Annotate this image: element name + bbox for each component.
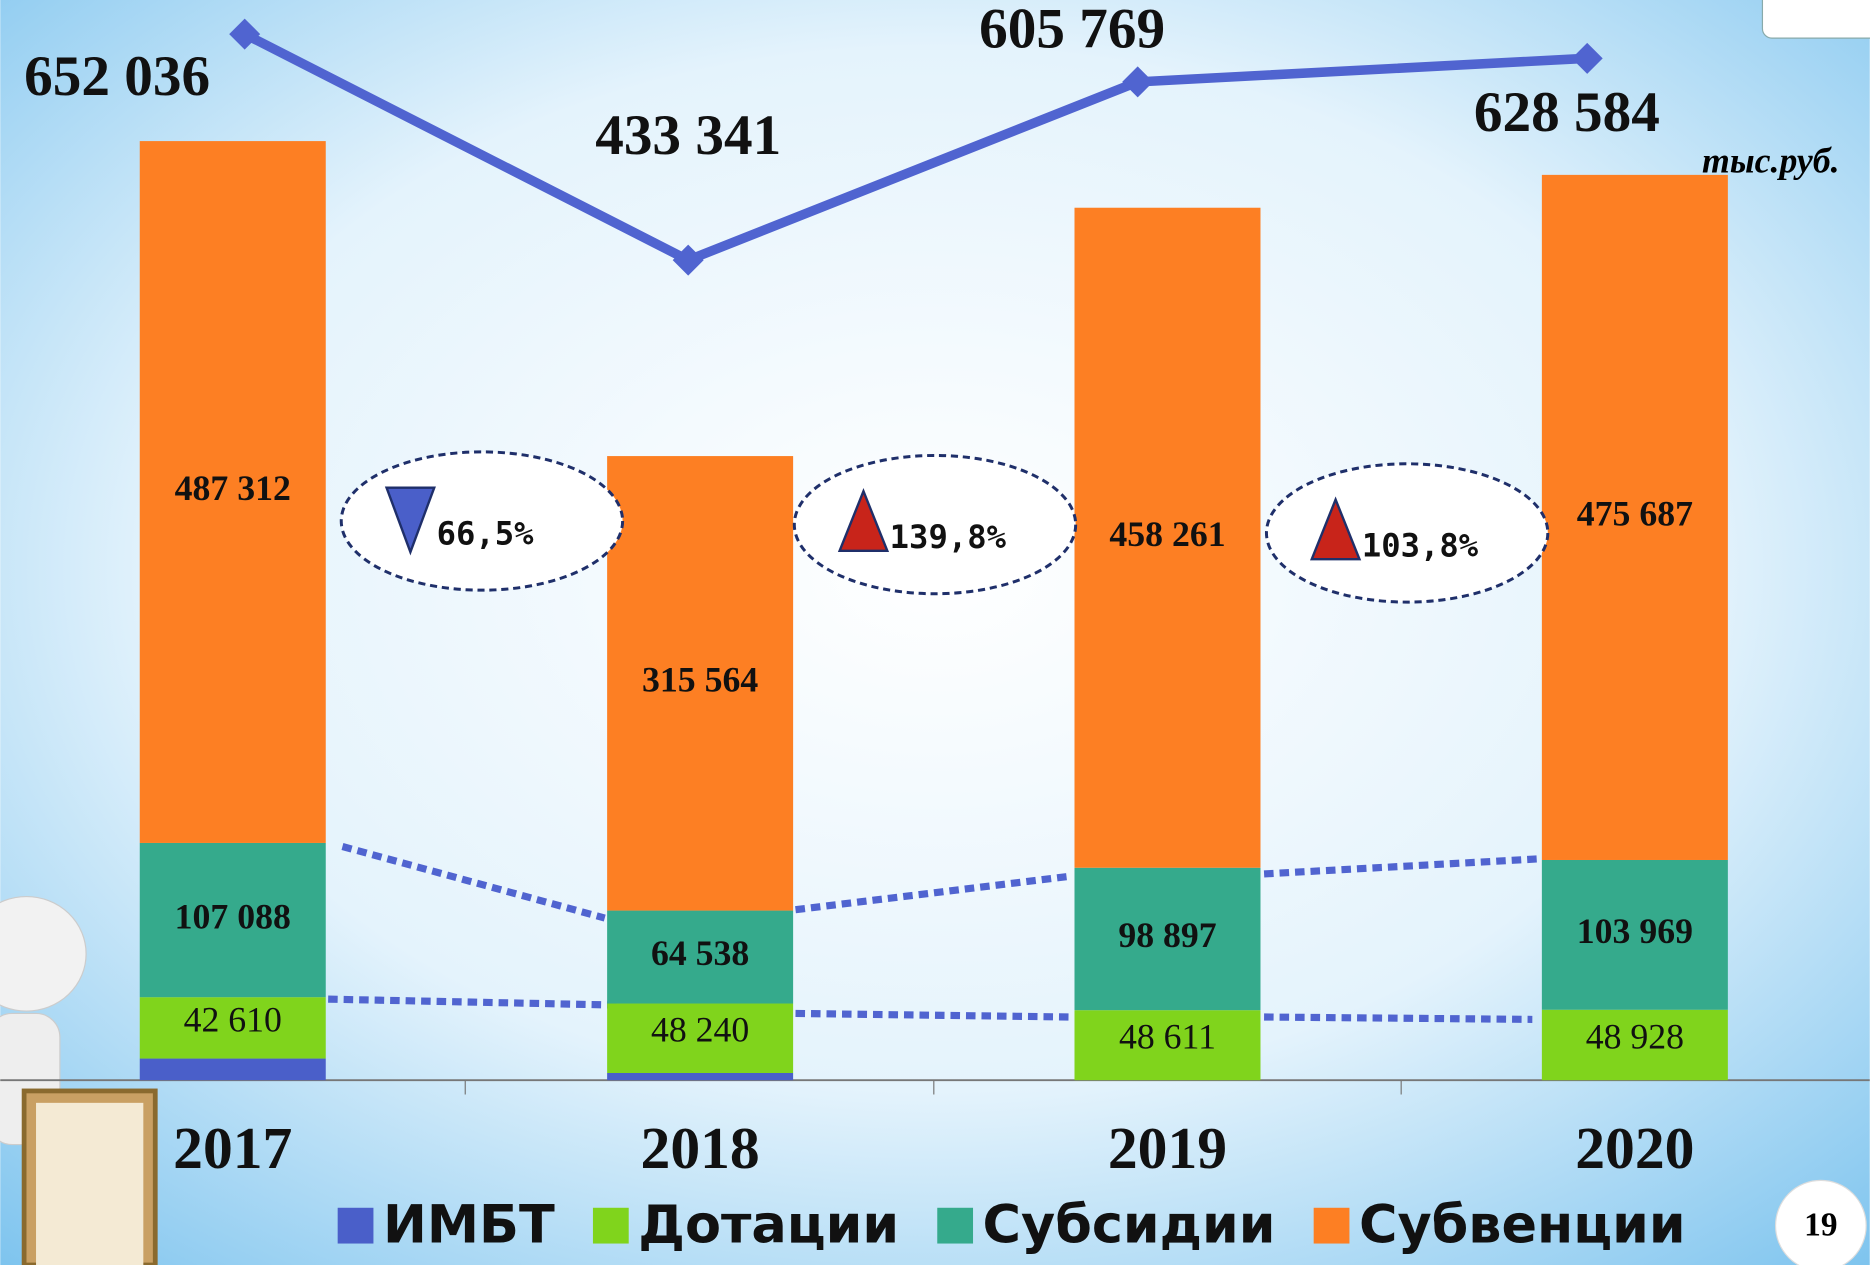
logo <box>1762 0 1870 38</box>
line-value-label: 605 769 <box>979 0 1165 60</box>
bar-value-label: 64 538 <box>651 933 749 973</box>
bar-value-label: 458 261 <box>1109 514 1225 554</box>
chart: тыс.руб. 19 42 610 107 088 487 312 2017 48 2… <box>0 0 1870 1265</box>
legend-swatch <box>338 1208 374 1244</box>
bar-segment <box>140 1059 326 1081</box>
bar-value-label: 98 897 <box>1118 915 1216 955</box>
x-tick-label: 2017 <box>173 1115 292 1181</box>
legend-swatch <box>1314 1208 1350 1244</box>
bar-value-label: 487 312 <box>175 468 291 508</box>
line-value-label: 433 341 <box>595 104 781 167</box>
legend-label: ИМБТ <box>383 1195 555 1256</box>
annotation-text: 103,8% <box>1362 526 1479 564</box>
bar-value-label: 48 240 <box>651 1010 749 1050</box>
annotation-text: 139,8% <box>890 518 1007 556</box>
x-tick-label: 2018 <box>641 1115 760 1181</box>
x-tick-label: 2019 <box>1108 1115 1227 1181</box>
bar-value-label: 48 611 <box>1119 1017 1216 1057</box>
unit-label: тыс.руб. <box>1702 141 1839 181</box>
page-number: 19 <box>1804 1207 1837 1244</box>
bar-value-label: 107 088 <box>175 896 291 936</box>
annotation-text: 66,5% <box>437 514 535 552</box>
line-value-label: 652 036 <box>24 45 210 108</box>
legend-label: Субвенции <box>1359 1195 1686 1256</box>
bar-value-label: 48 928 <box>1586 1016 1684 1056</box>
bar-value-label: 42 610 <box>184 999 282 1039</box>
line-value-label: 628 584 <box>1474 81 1660 144</box>
page: {"chart_data": { "type": "stacked-bar", … <box>0 0 1870 1265</box>
bar-segment <box>607 1073 793 1080</box>
legend-label: Субсидии <box>983 1195 1276 1256</box>
legend-swatch <box>937 1208 973 1244</box>
bar-value-label: 103 969 <box>1577 911 1693 951</box>
x-tick-label: 2020 <box>1575 1115 1694 1181</box>
legend-swatch <box>593 1208 629 1244</box>
bar-value-label: 315 564 <box>642 660 758 700</box>
bar-value-label: 475 687 <box>1577 494 1693 534</box>
legend-label: Дотации <box>638 1195 899 1256</box>
